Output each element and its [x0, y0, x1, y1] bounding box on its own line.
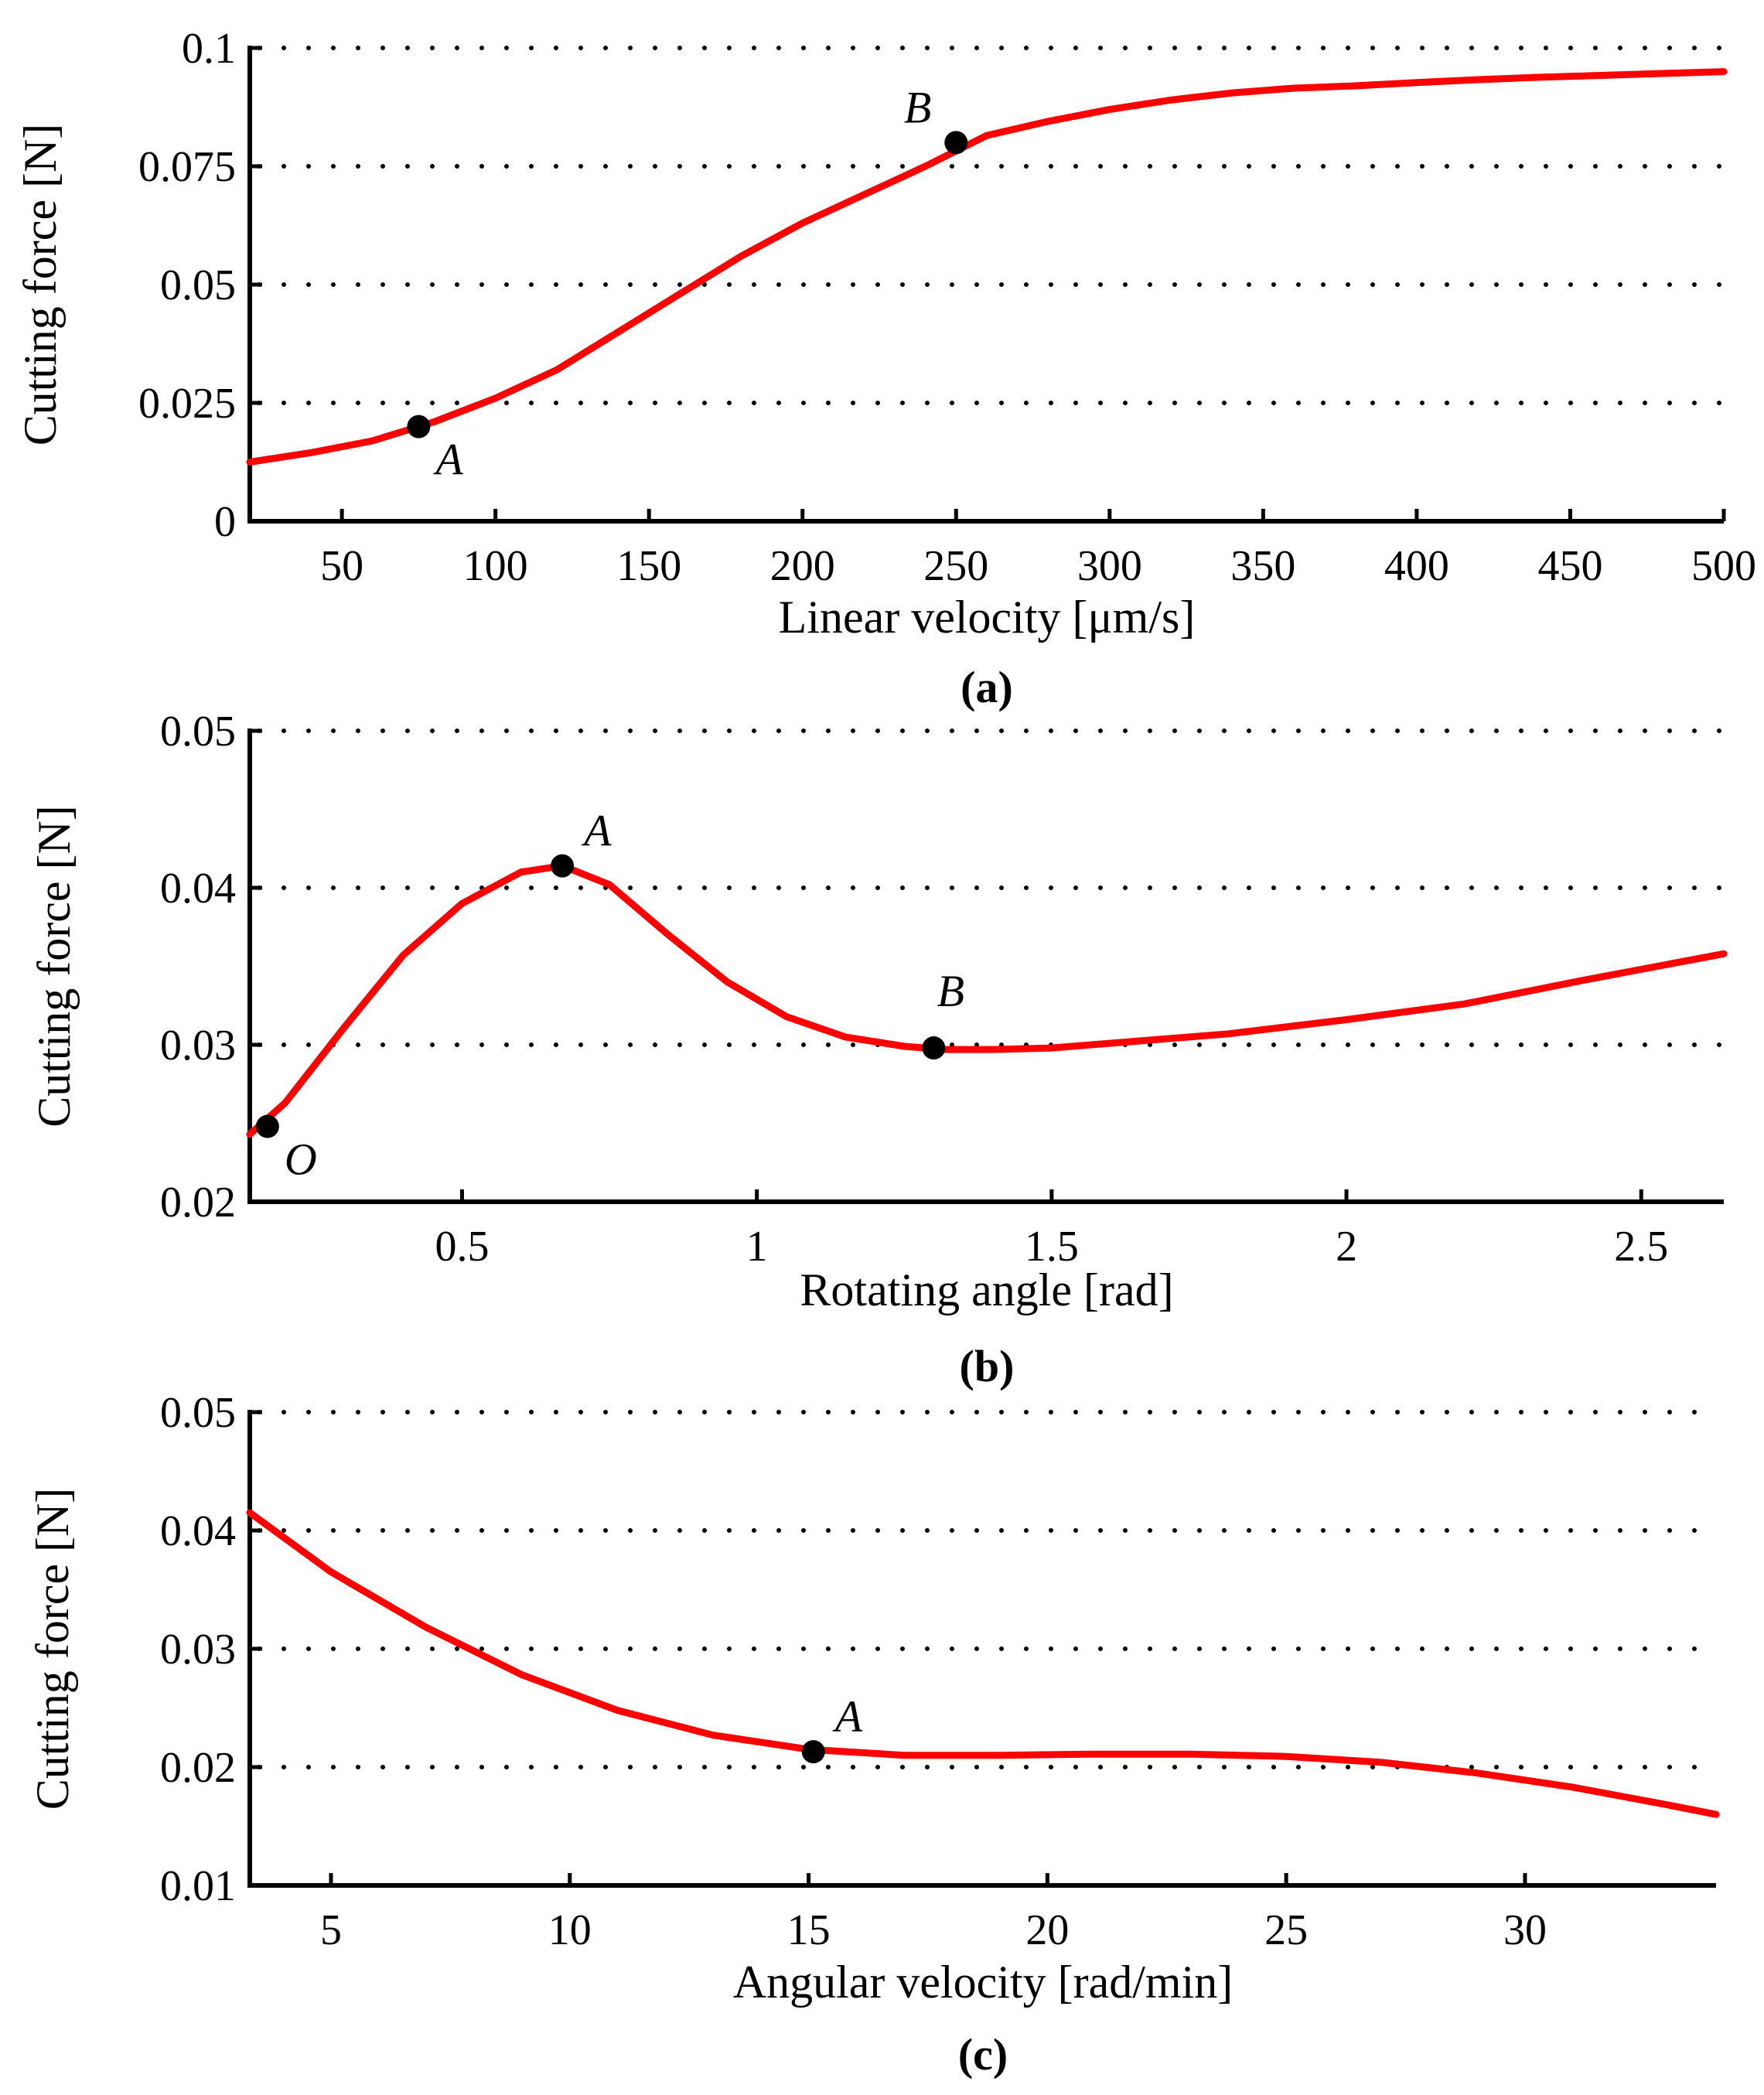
x-tick-label-7: 400 [1384, 542, 1449, 590]
point-label-a: A [581, 806, 612, 856]
y-tick-label-3: 0.05 [160, 708, 236, 756]
x-tick-label-8: 450 [1537, 542, 1602, 590]
y-axis-title: Cutting force [N] [29, 805, 80, 1128]
x-tick-label-0: 50 [320, 542, 363, 590]
y-axis-title: Cutting force [N] [27, 1488, 78, 1810]
point-label-a: A [432, 435, 463, 485]
series-line-0 [246, 68, 1728, 466]
point-label-b: B [904, 82, 931, 132]
marker-point-o [255, 1114, 279, 1138]
y-tick-label-1: 0.02 [160, 1744, 236, 1792]
y-tick-label-1: 0.03 [160, 1022, 236, 1070]
marker-point-a [551, 854, 575, 878]
x-axis-title: Rotating angle [rad] [800, 1264, 1173, 1315]
panel-label: (b) [960, 1341, 1015, 1391]
y-tick-label-4: 0.05 [160, 1389, 236, 1437]
marker-point-b [944, 131, 968, 155]
marker-point-a [801, 1740, 825, 1764]
y-tick-label-3: 0.075 [138, 143, 236, 191]
x-tick-label-6: 350 [1230, 542, 1295, 590]
x-tick-label-3: 200 [770, 542, 835, 590]
y-axis-title: Cutting force [N] [15, 124, 66, 446]
x-tick-label-0: 5 [320, 1906, 342, 1954]
y-tick-label-2: 0.04 [160, 865, 236, 913]
x-axis-title: Linear velocity [μm/s] [779, 592, 1196, 643]
y-tick-label-2: 0.05 [160, 261, 236, 309]
x-tick-label-1: 100 [463, 542, 528, 590]
chart-panel-1: 0 0.025 0.05 0.075 0.1 50 100 150 200 250 300 350 40… [15, 25, 1756, 712]
x-tick-label-5: 300 [1077, 542, 1142, 590]
x-tick-label-3: 2 [1336, 1223, 1357, 1271]
y-tick-label-1: 0.025 [138, 380, 236, 428]
y-tick-label-2: 0.03 [160, 1626, 236, 1674]
y-tick-label-0: 0.02 [160, 1179, 236, 1227]
x-tick-label-0: 0.5 [435, 1223, 489, 1271]
y-tick-label-4: 0.1 [182, 25, 236, 73]
panel-label: (c) [958, 2029, 1008, 2080]
x-tick-label-4: 2.5 [1614, 1223, 1668, 1271]
y-tick-label-0: 0 [214, 498, 236, 546]
chart-panel-3: 0.01 0.02 0.03 0.04 0.05 5 10 15 20 25 30 Angular v… [27, 1389, 1720, 2080]
x-tick-label-5: 30 [1503, 1906, 1547, 1954]
x-tick-label-3: 20 [1025, 1906, 1069, 1954]
chart-panel-2: 0.02 0.03 0.04 0.05 0.5 1 1.5 2 2.5 Rotating angl… [29, 708, 1728, 1391]
y-tick-label-3: 0.04 [160, 1507, 236, 1555]
x-tick-label-1: 1 [746, 1223, 768, 1271]
point-label-o: O [285, 1135, 317, 1185]
point-label-a: A [832, 1691, 863, 1742]
x-tick-label-2: 1.5 [1025, 1223, 1079, 1271]
point-label-b: B [937, 966, 964, 1016]
series-line-0 [246, 1509, 1720, 1818]
y-tick-label-0: 0.01 [160, 1862, 236, 1910]
series-line-0 [246, 862, 1728, 1138]
marker-point-a [407, 415, 431, 438]
x-tick-label-1: 10 [548, 1906, 592, 1954]
marker-point-b [922, 1036, 946, 1060]
x-axis-title: Angular velocity [rad/min] [733, 1957, 1233, 2008]
x-tick-label-2: 150 [616, 542, 681, 590]
x-tick-label-2: 15 [787, 1906, 831, 1954]
x-tick-label-4: 250 [923, 542, 988, 590]
panel-label: (a) [960, 662, 1013, 712]
x-tick-label-4: 25 [1264, 1906, 1308, 1954]
x-tick-label-9: 500 [1691, 542, 1756, 590]
